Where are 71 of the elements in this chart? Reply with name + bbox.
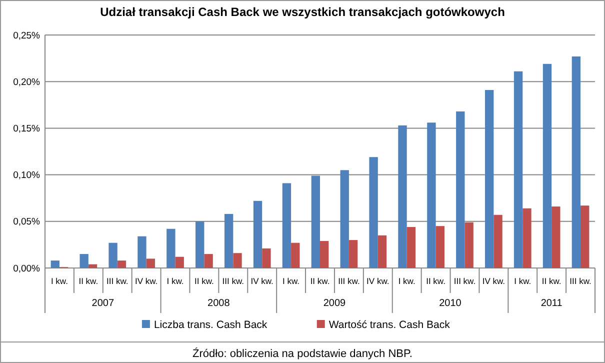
x-tick-label: III kw. <box>222 276 244 286</box>
x-tick-label: I kw. <box>166 276 184 286</box>
legend-label: Liczba trans. Cash Back <box>154 319 268 331</box>
bar <box>50 260 60 268</box>
y-tick-label: 0,25% <box>13 30 41 42</box>
bar <box>522 208 532 268</box>
bar <box>88 264 98 268</box>
x-tick-label: IV kw. <box>482 276 506 286</box>
y-tick-label: 0,05% <box>13 216 41 228</box>
x-tick-label: III kw. <box>570 276 592 286</box>
y-tick-label: 0,20% <box>13 76 41 88</box>
bar <box>196 221 204 268</box>
bar <box>398 125 407 268</box>
bar <box>166 228 176 268</box>
bar <box>378 235 387 268</box>
bar <box>427 122 436 268</box>
y-tick-label: 0,10% <box>13 170 41 182</box>
x-tick-label: II kw. <box>310 276 330 286</box>
x-tick-label: III kw. <box>338 276 360 286</box>
chart-title: Udział transakcji Cash Back we wszystkich transakcjach gotówkowych <box>100 5 505 19</box>
bar <box>406 226 416 268</box>
bar <box>117 260 126 268</box>
x-tick-label: III kw. <box>106 276 128 286</box>
bar <box>311 176 320 268</box>
x-tick-label: I kw. <box>50 276 68 286</box>
text: 2009 <box>323 298 346 309</box>
bar <box>552 206 560 268</box>
x-tick-label: I kw. <box>514 276 532 286</box>
bar <box>282 183 292 268</box>
bar <box>464 222 474 268</box>
bar <box>542 64 552 268</box>
bar <box>494 214 502 268</box>
bar <box>233 253 242 268</box>
text: 2011 <box>540 298 563 309</box>
bar <box>456 111 465 268</box>
bar <box>340 170 349 268</box>
bar <box>369 157 378 268</box>
bar <box>204 254 213 268</box>
bar <box>580 206 590 268</box>
x-tick-label: II kw. <box>78 276 98 286</box>
bar <box>224 214 234 268</box>
x-tick-label: II kw. <box>426 276 446 286</box>
bar <box>572 56 581 268</box>
bar <box>291 242 300 268</box>
x-tick-label: IV kw. <box>134 276 158 286</box>
bar <box>485 90 494 268</box>
text: 2007 <box>92 298 114 309</box>
x-tick-label: III kw. <box>454 276 476 286</box>
bar <box>80 254 88 268</box>
x-tick-label: I kw. <box>282 276 300 286</box>
bar <box>253 200 262 268</box>
text: 2010 <box>439 298 462 309</box>
x-tick-label: II kw. <box>194 276 214 286</box>
text: 2008 <box>208 298 230 309</box>
y-tick-label: 0,15% <box>13 124 41 135</box>
bar <box>146 258 155 268</box>
bar <box>108 242 118 268</box>
x-tick-label: I kw. <box>398 276 416 286</box>
x-tick-label: II kw. <box>542 276 562 286</box>
y-tick-label: 0,00% <box>13 263 41 274</box>
legend-label: Wartość trans. Cash Back <box>328 319 451 331</box>
bar <box>138 236 146 268</box>
bar <box>320 240 329 268</box>
bar <box>514 71 523 268</box>
bar <box>348 240 358 268</box>
text: Źródło: obliczenia na podstawie danych NBP. <box>192 347 412 360</box>
bar <box>175 256 184 268</box>
x-tick-label: IV kw. <box>366 276 390 286</box>
bar <box>262 248 271 268</box>
x-tick-label: IV kw. <box>250 276 274 286</box>
bar <box>436 226 444 268</box>
